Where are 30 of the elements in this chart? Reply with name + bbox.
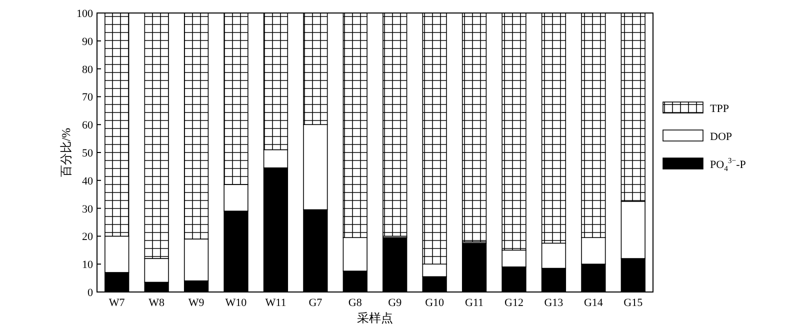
x-tick-label: G11 (465, 297, 484, 309)
x-tick-label: W11 (265, 297, 286, 309)
y-tick-label: 60 (82, 120, 94, 132)
x-tick-label: G7 (308, 297, 323, 309)
y-tick-label: 50 (82, 148, 94, 160)
x-tick-label: W7 (108, 297, 126, 309)
y-tick-label: 70 (82, 92, 94, 104)
y-tick-label: 80 (82, 64, 94, 76)
x-tick-label: W8 (148, 297, 166, 309)
y-tick-label: 100 (76, 8, 94, 20)
x-tick-label: W9 (188, 297, 205, 309)
legend-label: DOP (710, 131, 732, 143)
y-tick-label: 10 (82, 259, 94, 272)
legend-label: PO$_{4}$$^{3−}$-P (710, 156, 746, 173)
x-tick-label: W10 (225, 297, 248, 309)
x-tick-label: G9 (388, 297, 402, 309)
x-tick-label: G8 (348, 297, 362, 309)
y-tick-label: 30 (82, 203, 94, 216)
y-tick-label: 40 (82, 175, 94, 188)
y-tick-label: 90 (82, 36, 94, 48)
legend-label: TPP (710, 103, 729, 115)
x-tick-label: G12 (504, 297, 524, 309)
x-tick-label: G13 (544, 297, 564, 309)
y-tick-label: 0 (88, 287, 94, 299)
x-tick-label: G15 (624, 297, 644, 309)
x-tick-label: G10 (425, 297, 445, 309)
y-tick-label: 20 (82, 231, 94, 244)
x-axis-title: 采样点 (357, 311, 393, 325)
y-axis-title: 百分比/% (59, 128, 73, 178)
x-tick-label: G14 (584, 297, 604, 309)
